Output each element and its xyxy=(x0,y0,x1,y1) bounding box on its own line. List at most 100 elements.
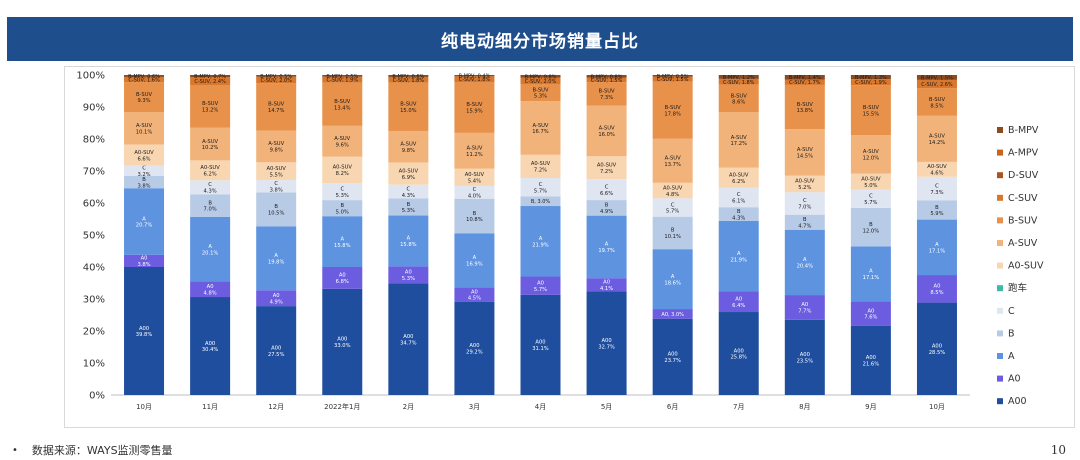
legend-swatch xyxy=(997,398,1003,405)
bar-segment xyxy=(520,206,561,277)
segment-series-label: B-SUV xyxy=(532,87,549,93)
segment-value-label: 4.8% xyxy=(666,192,679,198)
segment-series-label: A0-SUV xyxy=(729,172,749,178)
segment-value-label: 7.6% xyxy=(864,315,877,321)
segment-value-label: 15.0% xyxy=(400,108,417,114)
segment-series-label: B-SUV xyxy=(863,105,880,111)
segment-series-label: A-SUV xyxy=(863,149,879,155)
segment-series-label: A0-SUV xyxy=(267,166,287,172)
bar-segment xyxy=(652,198,693,217)
segment-series-label: B-SUV xyxy=(334,99,351,105)
bar-segment xyxy=(322,183,363,201)
page-number: 10 xyxy=(1050,443,1066,457)
segment-value-label: 13.2% xyxy=(202,107,219,113)
bar-segment xyxy=(388,75,429,77)
bar-segment xyxy=(850,173,891,190)
legend-swatch xyxy=(997,262,1003,269)
bar-segment xyxy=(190,127,231,161)
bar-segment xyxy=(916,302,957,395)
segment-series-label: C xyxy=(473,187,477,193)
segment-series-label: C xyxy=(208,182,212,188)
bar-segment xyxy=(124,254,165,267)
segment-series-label: A0 xyxy=(867,308,874,314)
segment-series-label: B-SUV xyxy=(731,93,748,99)
bar-segment xyxy=(520,294,561,395)
segment-value-label: 4.6% xyxy=(930,171,943,177)
segment-series-label: C xyxy=(935,183,939,189)
segment-series-label: A xyxy=(340,236,344,242)
bar-segment xyxy=(322,288,363,395)
segment-value-label: 3.2% xyxy=(137,172,150,178)
segment-series-label: A-SUV xyxy=(533,123,549,129)
bar-segment xyxy=(850,189,891,208)
segment-label: C-SUV, 1.5% xyxy=(591,78,623,84)
x-tick-label: 3月 xyxy=(469,403,480,411)
segment-value-label: 5.7% xyxy=(534,188,547,194)
bar-segment xyxy=(388,283,429,395)
x-tick-label: 10月 xyxy=(136,403,152,411)
bar-segment xyxy=(718,78,759,85)
bar-segment xyxy=(454,76,495,83)
segment-series-label: A xyxy=(274,253,278,259)
legend-swatch xyxy=(997,240,1003,246)
segment-label: B-MPV, 0.5% xyxy=(326,74,358,80)
segment-series-label: B-SUV xyxy=(929,97,946,103)
segment-value-label: 8.5% xyxy=(930,103,943,109)
segment-series-label: A xyxy=(671,274,675,280)
x-tick-label: 5月 xyxy=(601,403,612,411)
segment-series-label: B-SUV xyxy=(136,92,153,98)
segment-series-label: B-SUV xyxy=(665,105,682,111)
bar-segment xyxy=(388,266,429,284)
segment-value-label: 20.7% xyxy=(136,223,153,229)
segment-value-label: 14.7% xyxy=(268,108,285,114)
source-text: 数据来源：WAYS监测零售量 xyxy=(31,444,173,457)
segment-value-label: 4.9% xyxy=(270,299,283,305)
bar-segment xyxy=(652,75,693,77)
segment-series-label: A00 xyxy=(734,348,744,354)
bar-segment xyxy=(850,75,891,80)
segment-label: C-SUV, 1.8% xyxy=(459,77,491,83)
bar-segment xyxy=(652,249,693,310)
legend-label: A xyxy=(1008,351,1015,362)
segment-series-label: A0-SUV xyxy=(333,165,353,171)
segment-series-label: A00 xyxy=(337,337,347,343)
bar-segment xyxy=(190,216,231,282)
segment-value-label: 5.3% xyxy=(402,208,415,214)
segment-label: B-MPV, 0.6% xyxy=(128,74,160,80)
segment-value-label: 20.4% xyxy=(797,264,814,270)
segment-value-label: 4.3% xyxy=(204,189,217,195)
legend-swatch xyxy=(997,285,1003,292)
bar-segment xyxy=(718,291,759,313)
segment-label: C-SUV, 1.5% xyxy=(657,77,689,83)
y-tick-label: 70% xyxy=(83,167,105,178)
y-tick-label: 20% xyxy=(83,327,105,338)
segment-series-label: A00 xyxy=(866,355,876,361)
segment-series-label: B xyxy=(605,203,609,209)
segment-value-label: 4.8% xyxy=(204,291,217,297)
bar-segment xyxy=(586,75,627,78)
segment-value-label: 5.3% xyxy=(534,94,547,100)
legend-label: 跑车 xyxy=(1008,282,1027,294)
segment-series-label: A0 xyxy=(405,270,412,276)
y-tick-label: 60% xyxy=(83,199,105,210)
bar-segment xyxy=(124,82,165,112)
bar-segment xyxy=(784,79,825,85)
segment-value-label: 11.2% xyxy=(466,152,483,158)
segment-value-label: 8.5% xyxy=(930,290,943,296)
segment-value-label: 21.9% xyxy=(532,242,549,248)
segment-series-label: A0-SUV xyxy=(531,161,551,167)
segment-series-label: C xyxy=(274,181,278,187)
segment-label: B-MPV, 0.5% xyxy=(657,74,689,80)
segment-value-label: 5.3% xyxy=(336,193,349,199)
segment-series-label: A xyxy=(539,236,543,242)
segment-label: B-MPV, 0.6% xyxy=(392,74,424,80)
segment-label: B-MPV, 1.3% xyxy=(855,75,887,81)
legend-swatch xyxy=(997,353,1003,359)
bar-segment xyxy=(916,176,957,201)
bar-segment xyxy=(586,291,627,395)
segment-value-label: 15.8% xyxy=(400,242,417,248)
bar-segment xyxy=(322,76,363,83)
segment-series-label: A-SUV xyxy=(929,134,945,140)
segment-series-label: A0-SUV xyxy=(134,150,154,156)
segment-series-label: B xyxy=(274,204,278,210)
